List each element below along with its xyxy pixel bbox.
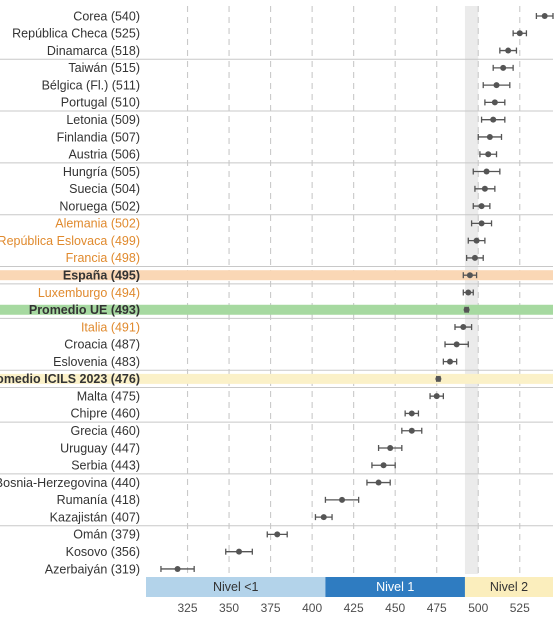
y-tick-label: Dinamarca (518) — [47, 44, 140, 58]
y-tick-label: Kosovo (356) — [66, 545, 140, 559]
data-point — [483, 168, 490, 175]
data-point — [447, 358, 454, 365]
row-highlight — [0, 304, 553, 315]
y-tick-label: Taiwán (515) — [68, 61, 140, 75]
chart-grid-layer — [186, 6, 521, 574]
data-point — [490, 116, 497, 123]
x-tick-label: 375 — [261, 601, 281, 615]
chart-highlight-layer — [0, 270, 553, 384]
y-tick-label: Austria (506) — [68, 148, 140, 162]
data-point — [465, 289, 472, 296]
data-point — [473, 237, 480, 244]
y-tick-label: Azerbaiyán (319) — [45, 562, 140, 576]
data-point — [236, 548, 243, 555]
y-tick-label: Portugal (510) — [61, 96, 140, 110]
x-tick-label: 400 — [302, 601, 322, 615]
y-tick-label: Francia (498) — [66, 251, 140, 265]
y-tick-label: Noruega (502) — [59, 199, 140, 213]
y-tick-label: Promedio ICILS 2023 (476) — [0, 372, 140, 386]
data-point — [453, 341, 460, 348]
y-tick-label: Italia (491) — [81, 320, 140, 334]
y-tick-label: República Eslovaca (499) — [0, 234, 140, 248]
y-tick-label: Omán (379) — [73, 528, 140, 542]
chart-errorbar-layer — [160, 13, 554, 572]
y-tick-label: Bélgica (Fl.) (511) — [42, 78, 140, 92]
data-point — [493, 82, 500, 89]
data-point — [541, 13, 548, 19]
y-tick-label: Finlandia (507) — [57, 130, 140, 144]
chart-label-layer: Corea (540) República Checa (525) Dinamarc… — [0, 9, 140, 576]
data-point — [339, 496, 346, 503]
y-tick-label: Kazajistán (407) — [50, 510, 140, 524]
level-2-region — [464, 6, 479, 574]
chart-point-layer — [174, 13, 548, 572]
data-point — [491, 99, 498, 106]
y-tick-label: Bosnia-Herzegovina (440) — [0, 476, 140, 490]
data-point — [375, 479, 382, 486]
data-point — [435, 375, 442, 382]
y-tick-label: Uruguay (447) — [60, 441, 140, 455]
level-band-label: Nivel 2 — [490, 580, 528, 594]
data-point — [471, 254, 478, 261]
data-point — [380, 462, 387, 469]
x-tick-label: 425 — [344, 601, 364, 615]
y-tick-label: Corea (540) — [73, 9, 140, 23]
level-band — [325, 577, 465, 597]
data-point — [174, 565, 181, 572]
y-tick-label: Luxemburgo (494) — [38, 286, 140, 300]
y-tick-label: Eslovenia (483) — [53, 355, 140, 369]
data-point — [274, 531, 281, 538]
data-point — [486, 133, 493, 140]
chart-separator-layer — [0, 58, 553, 527]
y-tick-label: Suecia (504) — [69, 182, 140, 196]
row-highlight — [0, 373, 553, 384]
chart-x-axis: 325 350 375 400 425 450 475 500 525 — [178, 601, 531, 615]
data-point — [478, 203, 485, 210]
data-point — [463, 306, 470, 313]
y-tick-label: Letonia (509) — [66, 113, 140, 127]
chart-background-layer — [464, 6, 479, 574]
y-tick-label: Malta (475) — [77, 389, 140, 403]
data-point — [408, 427, 415, 434]
data-point — [485, 151, 492, 158]
data-point — [408, 410, 415, 417]
data-point — [320, 514, 327, 521]
data-point — [505, 47, 512, 54]
data-point — [466, 272, 473, 279]
level-band-label: Nivel 1 — [376, 580, 414, 594]
x-tick-label: 350 — [219, 601, 239, 615]
level-band-label: Nivel <1 — [213, 580, 259, 594]
y-tick-label: Rumanía (418) — [57, 493, 140, 507]
data-point — [460, 324, 467, 331]
row-highlight — [0, 270, 553, 281]
y-tick-label: Alemania (502) — [55, 217, 140, 231]
y-tick-label: Grecia (460) — [71, 424, 140, 438]
x-tick-label: 450 — [385, 601, 405, 615]
data-point — [516, 30, 523, 37]
y-tick-label: República Checa (525) — [12, 27, 140, 41]
chart-level-bands: Nivel <1 Nivel 1 Nivel 2 — [146, 577, 553, 597]
data-point — [478, 220, 485, 227]
data-point — [481, 185, 488, 192]
data-point — [387, 445, 394, 451]
x-tick-label: 500 — [468, 601, 488, 615]
y-tick-label: Croacia (487) — [64, 338, 140, 352]
level-band — [464, 577, 553, 597]
y-tick-label: España (495) — [63, 269, 140, 283]
y-tick-label: Chipre (460) — [71, 407, 140, 421]
x-tick-label: 325 — [178, 601, 198, 615]
x-tick-label: 475 — [427, 601, 447, 615]
y-tick-label: Promedio UE (493) — [29, 303, 140, 317]
data-point — [500, 64, 507, 71]
y-tick-label: Serbia (443) — [71, 459, 140, 473]
level-band — [146, 577, 326, 597]
x-tick-label: 525 — [510, 601, 530, 615]
y-tick-label: Hungría (505) — [63, 165, 140, 179]
data-point — [433, 393, 440, 400]
